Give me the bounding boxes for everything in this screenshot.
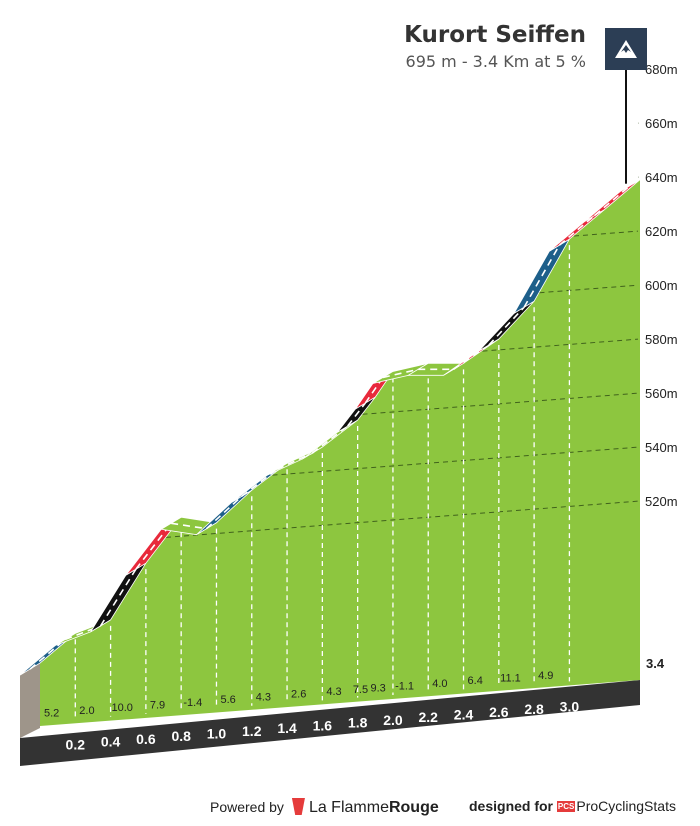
km-label: 1.0 [207, 725, 227, 741]
gradient-label: 2.6 [291, 689, 306, 701]
km-label: 1.2 [242, 723, 262, 739]
altitude-tick-label: 620m [645, 224, 678, 239]
road-centerline [382, 368, 419, 379]
road-segment [584, 179, 641, 222]
altitude-tick-label: 640m [645, 170, 678, 185]
gradient-label: 9.3 [370, 683, 385, 695]
altitude-gridline [165, 500, 639, 538]
road-centerline [558, 214, 596, 246]
designed-for-label: designed for [469, 798, 554, 814]
altitude-gridline [539, 284, 639, 294]
profile-front-side [20, 663, 40, 738]
lfr-brand-a: La Flamme [308, 799, 389, 816]
mountain-peak-icon [615, 40, 637, 58]
km-label: 2.8 [524, 701, 544, 717]
km-label: 2.4 [454, 707, 474, 723]
road-centerline [594, 185, 631, 217]
altitude-tick-label: 660m [645, 116, 678, 131]
end-distance-label: 3.4 [646, 656, 665, 671]
altitude-tick-label: 540m [645, 440, 678, 455]
la-flamme-rouge-logo-icon [291, 798, 305, 815]
road-centerline [276, 452, 313, 470]
profile-area [40, 179, 640, 726]
km-label: 0.4 [101, 734, 121, 750]
profile-base [20, 680, 640, 766]
designed-for-footer: designed for PCS ProCyclingStats [469, 798, 676, 814]
gradient-label: 4.9 [538, 670, 553, 682]
km-label: 2.2 [419, 709, 439, 725]
km-label: 1.8 [348, 715, 368, 731]
gradient-label: 2.0 [79, 705, 94, 717]
km-label: 3.0 [560, 698, 580, 714]
km-label: 2.6 [489, 704, 509, 720]
climb-summary: 695 m - 3.4 Km at 5 % [405, 52, 586, 71]
altitude-tick-label: 520m [645, 494, 678, 509]
powered-by-label: Powered by [210, 799, 284, 815]
gradient-label: 5.2 [44, 708, 59, 720]
altitude-tick-label: 680m [645, 62, 678, 77]
road-centerline [171, 522, 207, 530]
pcs-brand: ProCyclingStats [576, 798, 676, 814]
gradient-label: 4.3 [326, 686, 341, 698]
road-centerline [347, 402, 366, 427]
gradient-label: 10.0 [112, 702, 133, 714]
km-label: 2.0 [383, 712, 403, 728]
climb-title: Kurort Seiffen [404, 22, 586, 48]
km-label: 1.4 [277, 720, 297, 736]
pcs-logo-badge: PCS [556, 801, 576, 812]
road-centerline [29, 638, 66, 670]
gradient-label: 5.6 [220, 694, 235, 706]
lfr-brand-b: Rouge [388, 799, 439, 816]
gradient-label: 7.5 [353, 684, 368, 696]
gradient-label: 4.3 [256, 691, 271, 703]
km-label: 1.6 [313, 717, 333, 733]
altitude-gridline [272, 446, 639, 476]
altitude-tick-label: 580m [645, 332, 678, 347]
road-centerline [65, 625, 101, 641]
road-centerline [311, 425, 349, 454]
gradient-label: 11.1 [500, 672, 521, 684]
powered-by-footer: Powered by La FlammeRouge [210, 798, 439, 817]
summit-badge [605, 28, 647, 70]
altitude-gridline [362, 392, 639, 415]
gradient-label: 6.4 [468, 675, 483, 687]
gradient-label: -1.1 [395, 681, 414, 693]
km-label: 0.2 [66, 736, 86, 752]
altitude-gridline [573, 230, 639, 237]
gradient-label: -1.4 [183, 697, 202, 709]
km-label: 0.8 [171, 728, 191, 744]
km-label: 0.6 [136, 731, 156, 747]
altitude-tick-label: 560m [645, 386, 678, 401]
gradient-label: 4.0 [432, 678, 447, 690]
altitude-gridline [482, 338, 639, 352]
road-centerline [135, 522, 172, 570]
gradient-label: 7.9 [150, 700, 165, 712]
road-centerline [205, 495, 243, 530]
altitude-tick-label: 600m [645, 278, 678, 293]
road-centerline [488, 306, 525, 346]
